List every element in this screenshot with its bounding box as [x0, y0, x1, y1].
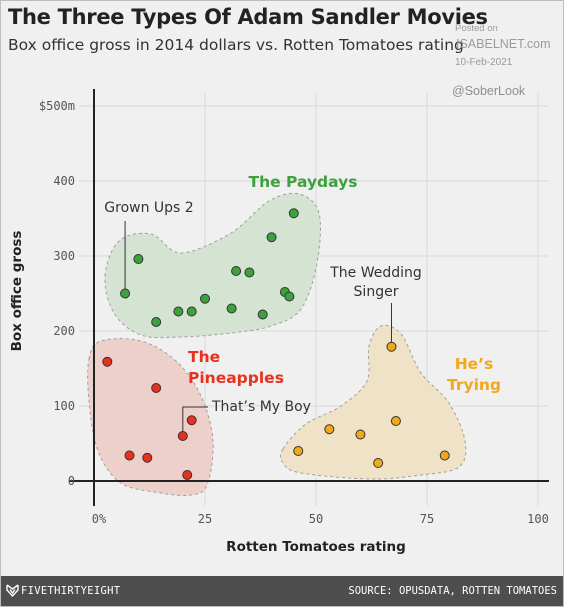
paydays-point — [133, 254, 144, 264]
paydays-label: The Paydays — [249, 173, 358, 191]
paydays-point — [266, 232, 277, 243]
hes-trying-point — [390, 416, 401, 426]
paydays-region — [104, 192, 321, 339]
annotation-the-wedding-singer: The Wedding Singer — [329, 265, 422, 300]
paydays-point — [200, 293, 210, 304]
chart-subtitle: Box office gross in 2014 dollars vs. Rot… — [8, 36, 464, 54]
pineapples-point — [124, 450, 135, 461]
paydays-point — [120, 288, 131, 299]
hes-trying-label: He’s Trying — [447, 355, 501, 394]
paydays-point — [231, 266, 242, 276]
watermark-handle: @SoberLook — [452, 84, 526, 98]
chart-title: The Three Types Of Adam Sandler Movies — [8, 5, 488, 29]
x-tick-label: 0% — [92, 512, 107, 526]
watermark-posted-on: Posted on — [455, 23, 498, 34]
y-tick-label: 400 — [53, 174, 75, 188]
paydays-point — [257, 309, 268, 320]
y-tick-label: $500m — [39, 99, 75, 113]
y-axis-title: Box office gross — [9, 231, 25, 352]
footer-bar: FIVETHIRTYEIGHT SOURCE: OPUSDATA, ROTTEN… — [1, 576, 563, 606]
cluster-regions — [87, 192, 467, 497]
pineapples-point — [177, 431, 188, 441]
annotation-grown-ups-2: Grown Ups 2 — [104, 200, 193, 216]
paydays-point — [284, 291, 295, 302]
y-tick-label: 300 — [53, 249, 75, 263]
data-points — [102, 208, 450, 480]
annotation-thats-my-boy: That’s My Boy — [211, 399, 311, 415]
hes-trying-region — [279, 324, 467, 480]
tick-labels: 0% 25 50 75 100 0 100 200 300 400 $500m Rotten Toma… — [9, 99, 549, 555]
hes-trying-point — [439, 450, 450, 461]
watermark-date: 10-Feb-2021 — [455, 57, 513, 68]
annotation-leaders — [124, 221, 392, 432]
fivethirtyeight-logo-icon — [6, 584, 19, 597]
pineapples-point — [182, 470, 193, 480]
hes-trying-point — [373, 458, 384, 468]
watermark-site: ISABELNET.com — [456, 37, 551, 51]
y-tick-label: 200 — [53, 324, 75, 338]
paydays-point — [288, 208, 299, 219]
annotation-leader — [182, 406, 208, 432]
paydays-point — [173, 306, 184, 317]
hes-trying-point — [386, 341, 397, 352]
paydays-point — [186, 306, 197, 317]
pineapples-point — [151, 383, 162, 393]
footer-logo: FIVETHIRTYEIGHT — [21, 585, 121, 597]
footer-source: SOURCE: OPUSDATA, ROTTEN TOMATOES — [348, 585, 557, 597]
scatter-plot: 0% 25 50 75 100 0 100 200 300 400 $500m Rotten Toma… — [9, 89, 549, 555]
hes-trying-point — [324, 424, 335, 435]
x-tick-label: 25 — [198, 512, 212, 526]
paydays-point — [151, 317, 162, 327]
pineapples-region — [87, 338, 214, 497]
y-tick-label: 100 — [53, 399, 75, 413]
x-axis-title: Rotten Tomatoes rating — [226, 539, 406, 555]
x-tick-label: 75 — [420, 512, 434, 526]
hes-trying-point — [293, 446, 304, 456]
axes — [69, 89, 549, 506]
y-tick-label: 0 — [68, 474, 75, 488]
labels: Grown Ups 2 The Wedding Singer That’s My Bo… — [104, 173, 501, 415]
hes-trying-point — [355, 429, 366, 440]
pineapples-label: The Pineapples — [188, 348, 284, 387]
paydays-point — [244, 267, 255, 278]
pineapples-point — [102, 356, 113, 367]
x-tick-label: 50 — [309, 512, 323, 526]
pineapples-point — [186, 415, 197, 426]
paydays-point — [226, 303, 237, 314]
x-tick-label: 100 — [527, 512, 549, 526]
pineapples-point — [142, 452, 153, 463]
